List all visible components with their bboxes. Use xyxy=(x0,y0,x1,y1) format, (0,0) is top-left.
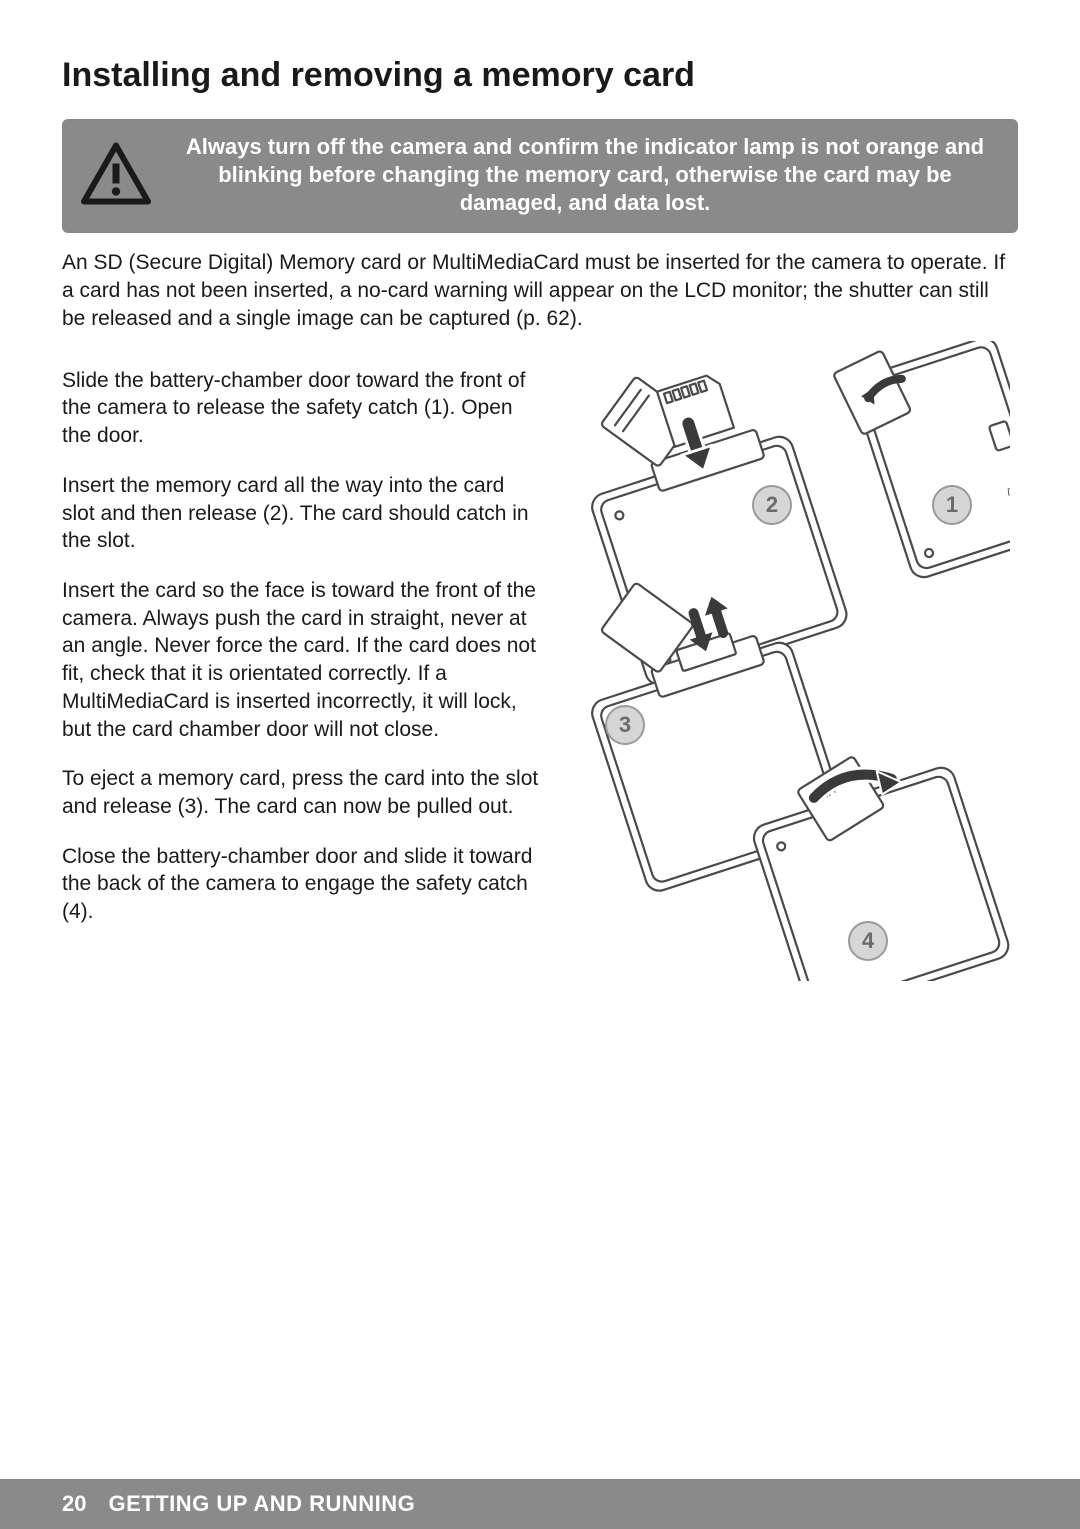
step-paragraph: To eject a memory card, press the card i… xyxy=(62,765,542,820)
warning-text: Always turn off the camera and confirm t… xyxy=(172,133,998,217)
content-columns: Slide the battery-chamber door toward th… xyxy=(62,367,1018,987)
step-paragraph: Insert the memory card all the way into … xyxy=(62,472,542,555)
manual-page: Installing and removing a memory card Al… xyxy=(0,0,1080,1529)
warning-triangle-icon xyxy=(80,142,152,211)
camera-diagram-icon: DiMAGE xyxy=(540,341,1010,981)
footer-section-title: GETTING UP AND RUNNING xyxy=(108,1491,415,1517)
step-paragraph: Close the battery-chamber door and slide… xyxy=(62,843,542,926)
step-paragraph: Slide the battery-chamber door toward th… xyxy=(62,367,542,450)
diagram-callout: 1 xyxy=(932,485,972,525)
diagram-callout: 3 xyxy=(605,705,645,745)
page-title: Installing and removing a memory card xyxy=(62,56,1018,95)
footer-page-number: 20 xyxy=(62,1491,86,1517)
diagram-callout: 2 xyxy=(752,485,792,525)
intro-paragraph: An SD (Secure Digital) Memory card or Mu… xyxy=(62,249,1018,332)
diagram-callout: 4 xyxy=(848,921,888,961)
warning-box: Always turn off the camera and confirm t… xyxy=(62,119,1018,233)
instructions-column: Slide the battery-chamber door toward th… xyxy=(62,367,542,987)
step-paragraph: Insert the card so the face is toward th… xyxy=(62,577,542,743)
diagram-column: DiMAGE xyxy=(550,367,1018,987)
page-footer: 20 GETTING UP AND RUNNING xyxy=(0,1479,1080,1529)
